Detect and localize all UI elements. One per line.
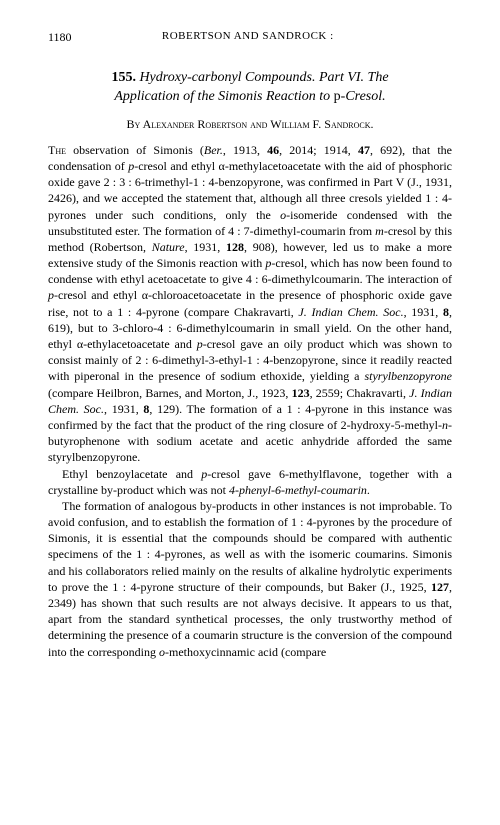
- paragraph-1: The observation of Simonis (Ber., 1913, …: [48, 142, 452, 466]
- running-head: ROBERTSON AND SANDROCK :: [72, 30, 424, 45]
- article-title: 155. Hydroxy-carbonyl Compounds. Part VI…: [48, 69, 452, 107]
- title-line1: Hydroxy-carbonyl Compounds. Part VI. The: [139, 70, 388, 85]
- title-line2a: Application of the Simonis Reaction to: [114, 89, 333, 104]
- page-number: 1180: [48, 30, 72, 45]
- title-line2-roman: p: [334, 89, 341, 104]
- page-container: 1180 ROBERTSON AND SANDROCK : 155. Hydro…: [0, 0, 500, 680]
- article-number: 155.: [111, 70, 136, 85]
- header-line: 1180 ROBERTSON AND SANDROCK :: [48, 30, 452, 45]
- paragraph-3: The formation of analogous by-products i…: [48, 498, 452, 660]
- header-spacer: [424, 30, 452, 45]
- authors-line: By Alexander Robertson and William F. Sa…: [48, 117, 452, 132]
- body-text: The observation of Simonis (Ber., 1913, …: [48, 142, 452, 660]
- paragraph-2: Ethyl benzoylacetate and p-cresol gave 6…: [48, 466, 452, 498]
- title-line2b: -Cresol.: [341, 89, 386, 104]
